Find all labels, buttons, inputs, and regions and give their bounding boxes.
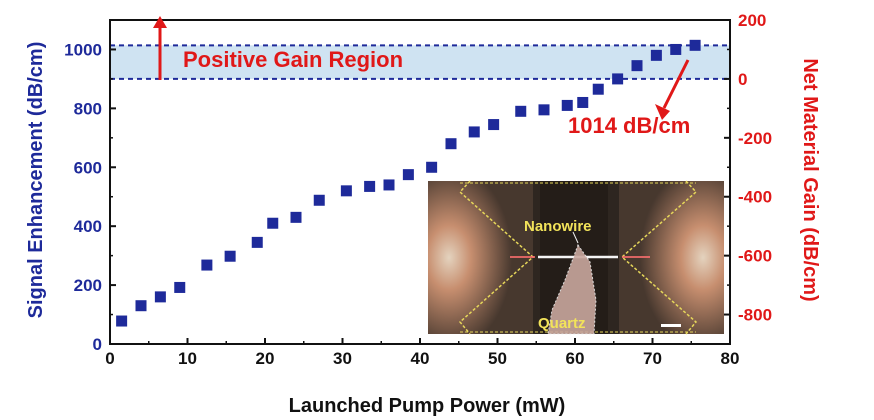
peak-arrowhead xyxy=(655,104,670,120)
y-tick-label: 0 xyxy=(93,335,102,354)
inset-label-quartz: Quartz xyxy=(538,315,586,332)
data-series xyxy=(116,39,701,327)
y-tick-label: 400 xyxy=(74,217,102,236)
x-axis-title: Launched Pump Power (mW) xyxy=(289,395,566,417)
plot-frame xyxy=(109,19,731,345)
data-point xyxy=(174,281,186,293)
data-point xyxy=(426,161,438,173)
data-point xyxy=(515,105,527,117)
data-point xyxy=(650,49,662,61)
data-point xyxy=(116,315,128,327)
y2-tick-label: -800 xyxy=(738,306,772,325)
y-axis-title: Signal Enhancement (dB/cm) xyxy=(25,42,47,319)
x-tick-label: 80 xyxy=(721,349,740,368)
x-tick-label: 0 xyxy=(105,349,114,368)
inset-micrograph: Nanowire Quartz xyxy=(428,180,724,335)
data-point xyxy=(689,39,701,51)
y-tick-label: 600 xyxy=(74,158,102,177)
data-point xyxy=(340,185,352,197)
x-tick-label: 30 xyxy=(333,349,352,368)
data-point xyxy=(577,96,589,108)
data-point xyxy=(313,194,325,206)
data-point xyxy=(592,83,604,95)
data-point xyxy=(135,300,147,312)
y2-tick-label: 0 xyxy=(738,70,747,89)
x-tick-label: 60 xyxy=(566,349,585,368)
data-point xyxy=(364,180,376,192)
data-point xyxy=(267,217,279,229)
data-point xyxy=(631,60,643,72)
data-point xyxy=(201,259,213,271)
x-tick-label: 50 xyxy=(488,349,507,368)
gain-region-arrowhead xyxy=(153,16,167,28)
data-point xyxy=(561,99,573,111)
inset-label-nanowire: Nanowire xyxy=(524,218,592,235)
data-point xyxy=(538,104,550,116)
data-point xyxy=(488,119,500,131)
data-point xyxy=(383,179,395,191)
data-point xyxy=(154,291,166,303)
y-tick-label: 1000 xyxy=(64,40,102,59)
y2-axis-title: Net Material Gain (dB/cm) xyxy=(799,58,821,301)
positive-gain-region-band xyxy=(110,45,730,79)
y2-tick-label: -600 xyxy=(738,247,772,266)
data-point xyxy=(224,250,236,262)
y2-tick-labels: 200 0 -200 -400 -600 -800 xyxy=(738,11,772,325)
y2-tick-label: -200 xyxy=(738,129,772,148)
data-point xyxy=(445,138,457,150)
x-tick-labels: 0 10 20 30 40 50 60 70 80 xyxy=(105,349,739,368)
gain-region-label: Positive Gain Region xyxy=(183,47,403,72)
x-tick-label: 20 xyxy=(256,349,275,368)
x-tick-label: 40 xyxy=(411,349,430,368)
data-point xyxy=(402,169,414,181)
data-point xyxy=(290,211,302,223)
x-tick-label: 70 xyxy=(643,349,662,368)
peak-label: 1014 dB/cm xyxy=(568,113,690,138)
y-tick-label: 200 xyxy=(74,276,102,295)
data-point xyxy=(612,73,624,85)
data-point xyxy=(468,126,480,138)
data-point xyxy=(251,236,263,248)
y-tick-labels: 0 200 400 600 800 1000 xyxy=(64,40,102,354)
y2-tick-label: -400 xyxy=(738,188,772,207)
x-tick-label: 10 xyxy=(178,349,197,368)
y2-tick-label: 200 xyxy=(738,11,766,30)
peak-arrow xyxy=(662,59,690,109)
y-tick-label: 800 xyxy=(74,99,102,118)
data-point xyxy=(670,43,682,55)
